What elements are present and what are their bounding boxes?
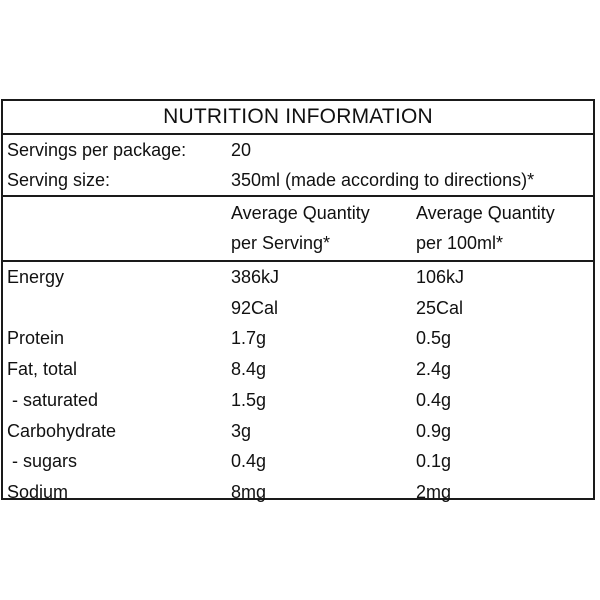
table-row: Carbohydrate 3g 0.9g bbox=[3, 416, 593, 446]
per-serving-value: 1.5g bbox=[231, 389, 267, 410]
per-100ml-value: 0.5g bbox=[416, 328, 452, 349]
col-serving-heading-1: Average Quantity bbox=[231, 203, 370, 223]
per-100ml-value: 2mg bbox=[416, 481, 452, 502]
per-100ml-value: 2.4g bbox=[416, 359, 452, 380]
per-100ml-value: 0.1g bbox=[416, 451, 452, 472]
per-100ml-value: 0.4g bbox=[416, 389, 452, 410]
nutrition-panel: NUTRITION INFORMATION Servings per packa… bbox=[1, 99, 595, 502]
table-row: Sodium 8mg 2mg bbox=[3, 477, 593, 507]
per-serving-value: 8mg bbox=[231, 481, 267, 502]
table-row: Energy 386kJ 106kJ bbox=[3, 262, 593, 292]
per-serving-value: 1.7g bbox=[231, 328, 267, 349]
per-100ml-value: 0.9g bbox=[416, 420, 452, 441]
nutrient-label: - sugars bbox=[7, 451, 78, 472]
servings-value: 20 bbox=[231, 140, 252, 160]
per-100ml-value: 25Cal bbox=[416, 297, 464, 318]
per-100ml-value: 106kJ bbox=[416, 267, 465, 287]
per-serving-value: 0.4g bbox=[231, 451, 267, 472]
col-100ml-heading-2: per 100ml* bbox=[416, 233, 504, 253]
per-serving-value: 8.4g bbox=[231, 359, 267, 380]
serving-size-value: 350ml (made according to directions)* bbox=[231, 170, 535, 190]
serving-size-label: Serving size: bbox=[7, 170, 111, 190]
servings-label: Servings per package: bbox=[7, 140, 187, 160]
servings-row: Servings per package: 20 bbox=[3, 135, 593, 165]
per-serving-value: 3g bbox=[231, 420, 252, 441]
table-row: Fat, total 8.4g 2.4g bbox=[3, 354, 593, 384]
per-serving-value: 386kJ bbox=[231, 267, 280, 287]
table-row: - sugars 0.4g 0.1g bbox=[3, 446, 593, 476]
nutrient-label: Protein bbox=[7, 328, 65, 349]
table-row: Protein 1.7g 0.5g bbox=[3, 323, 593, 353]
per-serving-value: 92Cal bbox=[231, 297, 279, 318]
nutrient-label: Sodium bbox=[7, 481, 69, 502]
nutrient-label: Carbohydrate bbox=[7, 420, 117, 441]
table-row: 92Cal 25Cal bbox=[3, 293, 593, 323]
col-100ml-heading-1: Average Quantity bbox=[416, 203, 555, 223]
header-divider bbox=[3, 195, 593, 197]
columns-divider bbox=[3, 260, 593, 262]
column-header-row-2: per Serving* per 100ml* bbox=[3, 228, 593, 258]
col-serving-heading-2: per Serving* bbox=[231, 233, 331, 253]
panel-title: NUTRITION INFORMATION bbox=[163, 105, 433, 128]
nutrient-label: Energy bbox=[7, 267, 65, 287]
table-row: - saturated 1.5g 0.4g bbox=[3, 385, 593, 415]
serving-size-row: Serving size: 350ml (made according to d… bbox=[3, 165, 593, 195]
nutrient-label: Fat, total bbox=[7, 359, 78, 380]
nutrient-label: - saturated bbox=[7, 389, 99, 410]
column-header-row-1: Average Quantity Average Quantity bbox=[3, 198, 593, 228]
title-divider bbox=[3, 133, 593, 135]
